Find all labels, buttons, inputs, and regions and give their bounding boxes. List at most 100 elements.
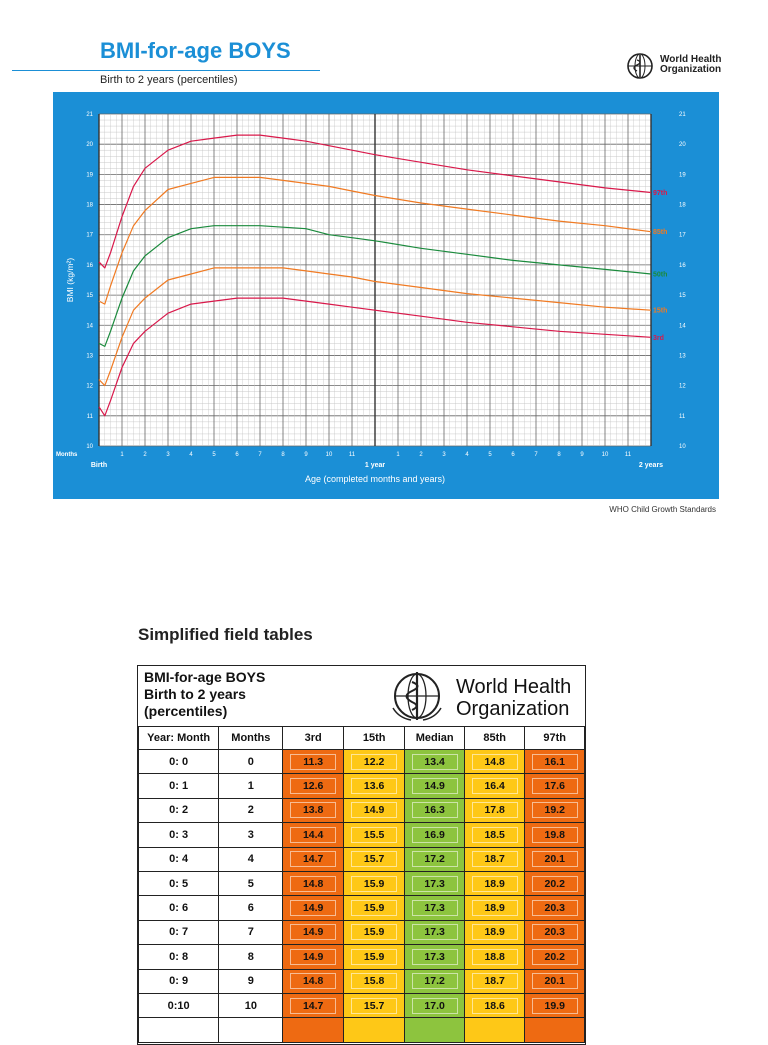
- percentile-value: 16.4: [471, 778, 518, 795]
- table-cell: 0: 4: [137, 846, 220, 872]
- x-tick-label-year2: 3: [442, 452, 446, 458]
- table-cell: [218, 1017, 284, 1043]
- percentile-value: 17.3: [411, 948, 458, 965]
- who-logo: World Health Organization: [626, 52, 726, 80]
- y-tick-label-right: 15: [679, 293, 686, 299]
- percentile-cell: 14.7: [282, 846, 344, 872]
- percentile-value: 13.4: [411, 753, 458, 770]
- field-table-card: BMI-for-age BOYS Birth to 2 years (perce…: [137, 665, 586, 1045]
- field-table-header: BMI-for-age BOYS Birth to 2 years (perce…: [138, 666, 585, 727]
- percentile-value: 19.9: [531, 997, 578, 1014]
- table-cell: 0: [218, 748, 284, 775]
- percentile-cell: 15.5: [342, 822, 406, 848]
- table-cell: 7: [218, 919, 284, 946]
- table-row: 0: 4 4 14.7 15.7 17.2 18.7 20.1: [137, 846, 585, 872]
- percentile-cell: [404, 1017, 465, 1043]
- table-row: 0: 9 9 14.8 15.8 17.2 18.7 20.1: [137, 968, 585, 994]
- percentile-cell: [282, 1017, 344, 1043]
- percentile-cell: [524, 1017, 585, 1043]
- percentile-cell: 16.1: [524, 748, 585, 775]
- percentile-cell: 13.4: [404, 748, 465, 775]
- field-table-who-name: World Health Organization: [456, 676, 571, 720]
- series-label-97th: 97th: [653, 190, 667, 197]
- page-title: BMI-for-age BOYS: [100, 38, 291, 63]
- percentile-cell: 17.3: [404, 944, 465, 970]
- percentile-cell: 15.9: [342, 895, 406, 921]
- x-tick-label-year2: 10: [602, 452, 609, 458]
- x-tick-label-year2: 4: [465, 452, 469, 458]
- percentile-cell: 19.2: [524, 797, 585, 824]
- percentile-cell: 17.8: [463, 797, 526, 824]
- title-divider: [12, 70, 320, 71]
- table-cell: 6: [218, 895, 284, 921]
- percentile-cell: 13.8: [282, 797, 344, 824]
- x-tick-label-year2: 5: [488, 452, 492, 458]
- percentile-cell: 17.3: [404, 870, 465, 897]
- x-tick-label-year1: 9: [304, 452, 308, 458]
- percentile-cell: 18.8: [463, 944, 526, 970]
- percentile-cell: 17.3: [404, 919, 465, 946]
- percentile-cell: 18.9: [463, 870, 526, 897]
- percentile-cell: 17.2: [404, 968, 465, 994]
- col-3rd: 3rd: [282, 726, 344, 750]
- table-cell: 1: [218, 773, 284, 799]
- series-line-85th: [98, 176, 652, 305]
- table-cell: 0:10: [137, 992, 220, 1019]
- percentile-value: 15.7: [351, 851, 398, 868]
- table-row: 0: 5 5 14.8 15.9 17.3 18.9 20.2: [137, 870, 585, 897]
- percentile-cell: 15.9: [342, 870, 406, 897]
- percentile-value: 18.7: [471, 851, 518, 868]
- x-label-year1: 1 year: [365, 462, 386, 469]
- percentile-value: 15.8: [351, 973, 398, 990]
- percentile-cell: 18.9: [463, 919, 526, 946]
- percentile-value: 17.3: [411, 900, 458, 917]
- table-cell: 0: 1: [137, 773, 220, 799]
- table-row: 0: 3 3 14.4 15.5 16.9 18.5 19.8: [137, 822, 585, 848]
- percentile-value: 20.3: [531, 924, 578, 941]
- series-label-15th: 15th: [653, 308, 667, 315]
- percentile-value: 13.6: [351, 778, 398, 795]
- y-tick-label-left: 11: [87, 414, 94, 420]
- percentile-cell: 12.2: [342, 748, 406, 775]
- y-tick-label-right: 13: [679, 353, 686, 359]
- x-tick-label-year1: 8: [281, 452, 285, 458]
- table-cell: 2: [218, 797, 284, 824]
- y-tick-label-right: 11: [679, 414, 686, 420]
- percentile-value: 17.3: [411, 924, 458, 941]
- table-row: 0:10 10 14.7 15.7 17.0 18.6 19.9: [137, 992, 585, 1019]
- col-median: Median: [404, 726, 465, 750]
- percentile-cell: 11.3: [282, 748, 344, 775]
- x-tick-label-year2: 1: [396, 452, 400, 458]
- percentile-cell: 15.9: [342, 919, 406, 946]
- percentile-value: 14.8: [290, 973, 337, 990]
- field-table-header-row: Year: Month Months 3rd 15th Median 85th …: [137, 726, 585, 750]
- percentile-value: 16.3: [411, 802, 458, 819]
- series-line-97th: [98, 134, 652, 269]
- y-tick-label-left: 17: [86, 233, 93, 239]
- x-tick-label-year2: 9: [580, 452, 584, 458]
- percentile-cell: 14.9: [282, 895, 344, 921]
- x-tick-label-year1: 6: [235, 452, 239, 458]
- table-cell: 0: 8: [137, 944, 220, 970]
- percentile-value: 14.9: [351, 802, 398, 819]
- table-row: 0: 7 7 14.9 15.9 17.3 18.9 20.3: [137, 919, 585, 946]
- y-axis-label: BMI (kg/m²): [65, 258, 75, 303]
- percentile-cell: 18.9: [463, 895, 526, 921]
- percentile-value: 14.8: [471, 753, 518, 770]
- percentile-cell: 14.9: [282, 944, 344, 970]
- percentile-value: 18.6: [471, 997, 518, 1014]
- table-row: 0: 1 1 12.6 13.6 14.9 16.4 17.6: [137, 773, 585, 799]
- percentile-cell: 20.1: [524, 846, 585, 872]
- who-emblem-icon: [627, 53, 653, 79]
- percentile-cell: [342, 1017, 406, 1043]
- percentile-value: 15.9: [351, 924, 398, 941]
- table-cell: 0: 0: [137, 748, 220, 775]
- percentile-value: 14.4: [290, 826, 337, 843]
- section-title: Simplified field tables: [138, 625, 313, 644]
- percentile-cell: 15.7: [342, 992, 406, 1019]
- x-tick-label-year1: 4: [189, 452, 193, 458]
- y-tick-label-right: 14: [679, 323, 686, 329]
- percentile-cell: 20.1: [524, 968, 585, 994]
- percentile-cell: 18.6: [463, 992, 526, 1019]
- y-tick-label-left: 19: [86, 172, 93, 178]
